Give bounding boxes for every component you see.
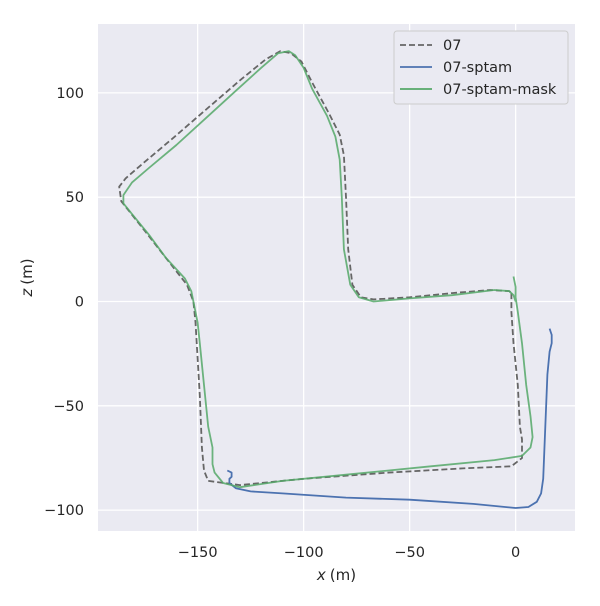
series-line-07-sptam-mask [122, 50, 534, 489]
y-tick-label: −50 [53, 399, 84, 415]
series-line-07 [118, 50, 523, 486]
y-axis-label: z(m) [18, 258, 36, 297]
x-tick-label: 0 [511, 545, 520, 561]
series-layer [118, 50, 553, 509]
x-axis-label: x (m) [316, 566, 356, 584]
x-tick-label: −150 [178, 545, 218, 561]
grid-lines [98, 24, 575, 531]
legend-label-07-sptam-mask: 07-sptam-mask [443, 82, 557, 98]
legend-label-07-sptam: 07-sptam [443, 60, 512, 76]
legend: 07 07-sptam 07-sptam-mask [393, 30, 569, 105]
legend-box [393, 30, 569, 105]
x-tick-label: −100 [284, 545, 324, 561]
tick-labels: −150 −100 −50 0 −100 −50 0 50 100 [44, 86, 520, 561]
y-tick-label: 0 [75, 294, 84, 310]
y-tick-label: 50 [66, 190, 84, 206]
legend-label-07: 07 [443, 38, 461, 54]
y-tick-label: −100 [44, 503, 84, 519]
plot-background [98, 24, 575, 531]
x-tick-label: −50 [394, 545, 425, 561]
series-line-07-sptam [226, 328, 553, 509]
y-tick-label: 100 [56, 86, 84, 102]
